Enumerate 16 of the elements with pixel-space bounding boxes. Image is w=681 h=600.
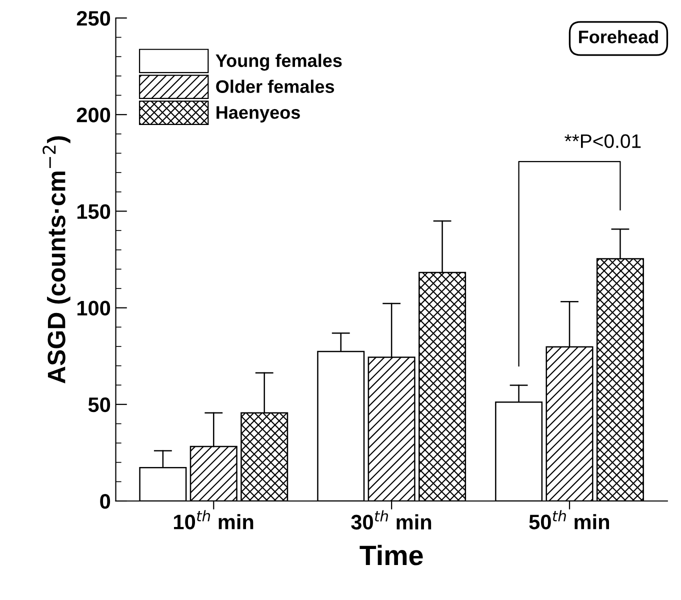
x-tick-label: 10$^{th}$ min xyxy=(174,510,254,530)
x-tick-label: 50$^{th}$ min xyxy=(529,510,610,530)
y-axis-title: ASGD (counts·cm$^{−2}$) xyxy=(42,136,70,384)
x-axis-title: Time xyxy=(360,544,423,566)
y-tick-label: 250 xyxy=(76,11,110,26)
y-tick-label: 100 xyxy=(77,300,110,316)
y-tick-label: 150 xyxy=(77,204,110,219)
annotation: Forehead xyxy=(579,30,658,44)
legend-label: Older females xyxy=(216,80,334,93)
y-tick-label: 200 xyxy=(76,108,110,122)
annotation: **P<0.01 xyxy=(564,134,641,148)
legend-label: Young females xyxy=(216,54,342,71)
y-tick-label: 0 xyxy=(100,494,110,509)
legend-label: Haenyeos xyxy=(216,106,300,122)
x-tick-label: 30$^{th}$ min xyxy=(351,510,432,530)
y-tick-label: 50 xyxy=(88,397,110,412)
